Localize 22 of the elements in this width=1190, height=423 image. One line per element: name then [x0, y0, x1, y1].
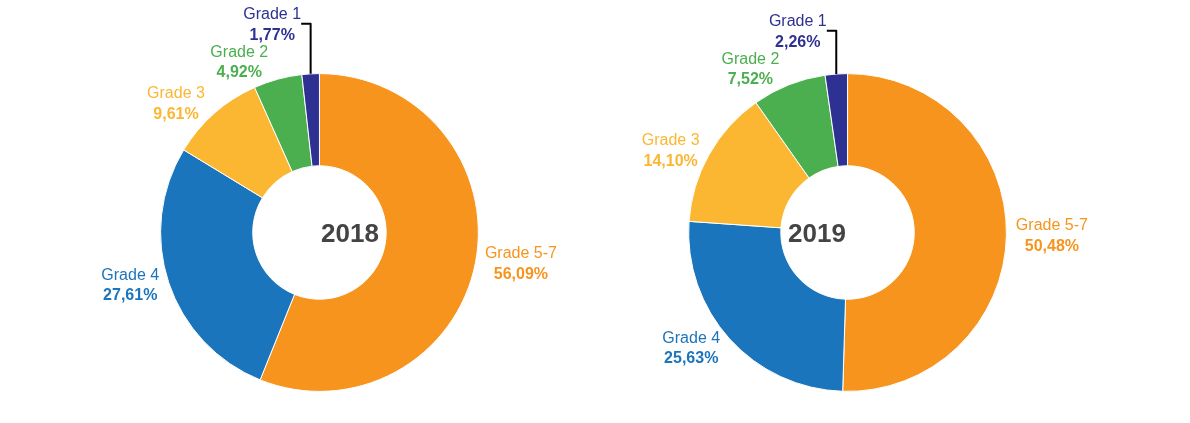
slice-label: Grade 3: [641, 131, 700, 149]
slice-label: Grade 5-7: [484, 244, 558, 262]
data-label: 7,52%: [727, 70, 774, 88]
data-label: 1,77%: [249, 25, 295, 43]
data-label: 9,61%: [153, 104, 199, 122]
text: 2019: [788, 218, 846, 248]
data-label: 25,63%: [664, 349, 719, 367]
data-label: 27,61%: [103, 286, 158, 304]
slice-label: Grade 3: [147, 83, 205, 101]
data-label: 14,10%: [643, 151, 698, 169]
slice-label: Grade 1: [768, 11, 827, 29]
data-label: 56,09%: [493, 265, 549, 283]
data-label: 50,48%: [1024, 236, 1080, 254]
data-label: 4,92%: [216, 63, 262, 81]
text: 2018: [321, 218, 379, 248]
data-label: 2,26%: [775, 32, 821, 50]
slice-label: Grade 2: [210, 42, 269, 60]
slice-label: Grade 1: [243, 4, 302, 22]
slice-label: Grade 2: [721, 49, 780, 67]
slice-label: Grade 4: [101, 265, 160, 283]
slice-label: Grade 5-7: [1015, 216, 1088, 234]
slice-label: Grade 4: [662, 328, 721, 346]
